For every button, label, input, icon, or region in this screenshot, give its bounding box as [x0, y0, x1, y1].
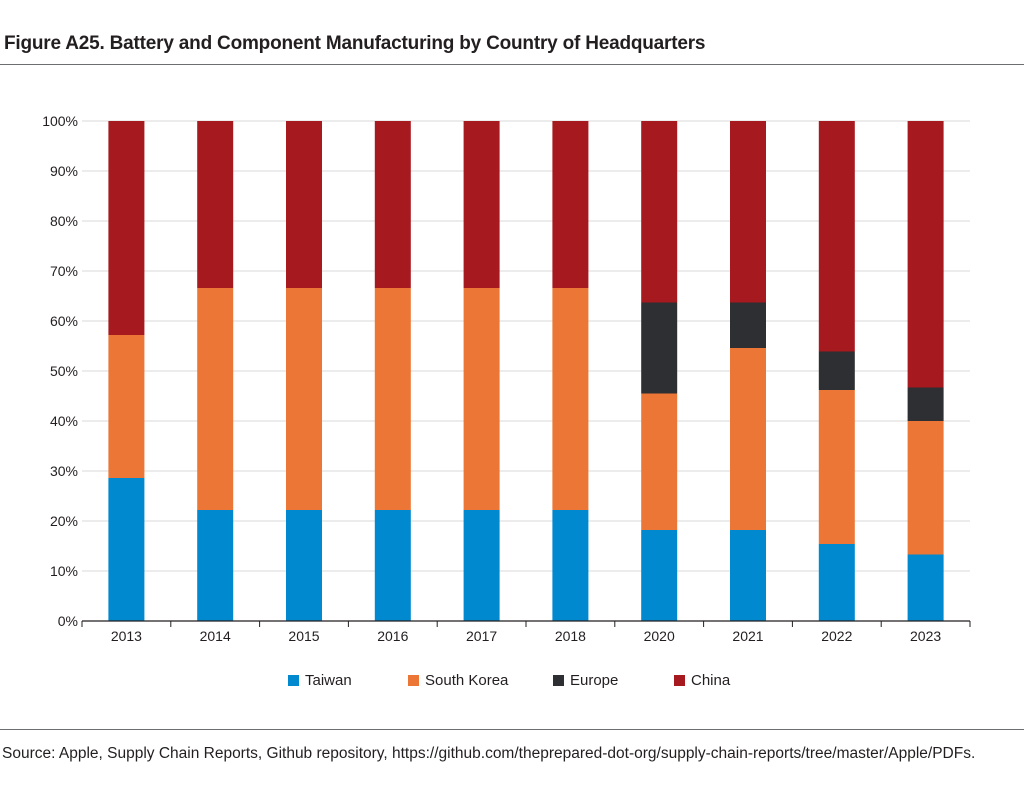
bar-taiwan-2015	[286, 510, 322, 621]
stacked-bar-chart: 0%10%20%30%40%50%60%70%80%90%100% 2013 20…	[42, 113, 971, 644]
legend-label: Europe	[570, 672, 619, 689]
y-tick-label: 50%	[50, 363, 78, 379]
bar-taiwan-2017	[463, 510, 500, 621]
bar-south-korea-2021	[730, 348, 766, 530]
x-tick-label: 2023	[910, 628, 941, 644]
x-tick-label: 2015	[288, 628, 319, 644]
bar-europe-2022	[818, 351, 855, 390]
y-tick-label: 20%	[50, 513, 78, 529]
bar-south-korea-2016	[374, 288, 411, 510]
legend-swatch	[288, 675, 299, 686]
legend-item-china: China	[674, 672, 730, 689]
bar-china-2022	[818, 121, 855, 352]
legend-item-europe: Europe	[553, 672, 618, 689]
legend-item-south-korea: South Korea	[408, 672, 508, 689]
legend-swatch	[553, 675, 564, 686]
bar-china-2018	[552, 121, 589, 288]
x-tick-label: 2014	[200, 628, 231, 644]
y-tick-label: 10%	[50, 563, 78, 579]
bar-china-2016	[374, 121, 411, 288]
bar-china-2015	[286, 121, 322, 288]
bar-taiwan-2023	[907, 554, 944, 621]
x-tick-label: 2022	[821, 628, 852, 644]
bar-europe-2021	[730, 302, 766, 348]
bar-taiwan-2013	[108, 478, 145, 621]
bar-china-2023	[907, 121, 944, 388]
legend-item-taiwan: Taiwan	[288, 672, 352, 689]
legend-label: South Korea	[425, 672, 509, 689]
bar-taiwan-2020	[641, 530, 678, 621]
bar-taiwan-2016	[374, 510, 411, 621]
bar-south-korea-2015	[286, 288, 322, 510]
bar-taiwan-2022	[818, 544, 855, 621]
source-rule	[0, 729, 1024, 730]
x-tick-label: 2020	[644, 628, 675, 644]
bar-taiwan-2014	[197, 510, 234, 621]
y-tick-label: 90%	[50, 163, 78, 179]
bar-south-korea-2017	[463, 288, 500, 510]
y-tick-label: 100%	[42, 113, 78, 129]
bar-taiwan-2021	[730, 530, 766, 621]
legend-swatch	[674, 675, 685, 686]
bar-europe-2023	[907, 387, 944, 421]
x-tick-label: 2016	[377, 628, 408, 644]
legend-swatch	[408, 675, 419, 686]
bar-south-korea-2023	[907, 421, 944, 555]
axes	[81, 620, 971, 627]
x-tick-label: 2013	[111, 628, 142, 644]
bar-china-2021	[730, 121, 766, 303]
bar-south-korea-2018	[552, 288, 589, 510]
bar-south-korea-2013	[108, 335, 145, 478]
title-rule	[0, 64, 1024, 65]
x-tick-label: 2018	[555, 628, 586, 644]
bar-china-2017	[463, 121, 500, 288]
y-tick-label: 60%	[50, 313, 78, 329]
legend-label: Taiwan	[305, 672, 352, 689]
bar-china-2014	[197, 121, 234, 288]
bars	[108, 121, 944, 621]
y-tick-labels: 0% 10% 20% 30% 40% 50% 60% 70% 80% 90% 100%	[42, 113, 78, 629]
bar-china-2020	[641, 121, 678, 303]
legend: Taiwan South Korea Europe China	[0, 672, 1024, 694]
bar-south-korea-2014	[197, 288, 234, 510]
bar-south-korea-2020	[641, 393, 678, 530]
y-tick-label: 40%	[50, 413, 78, 429]
figure-title: Figure A25. Battery and Component Manufa…	[4, 33, 706, 54]
x-tick-labels: 2013 2014 2015 2016 2017 2018 2020 2021 2022 2023	[111, 628, 942, 644]
y-tick-label: 70%	[50, 263, 78, 279]
bar-europe-2020	[641, 302, 678, 394]
x-tick-label: 2021	[732, 628, 763, 644]
y-tick-label: 30%	[50, 463, 78, 479]
bar-china-2013	[108, 121, 145, 335]
legend-label: China	[691, 672, 731, 689]
source-note: Source: Apple, Supply Chain Reports, Git…	[2, 745, 976, 762]
y-tick-label: 0%	[58, 613, 78, 629]
x-tick-label: 2017	[466, 628, 497, 644]
bar-taiwan-2018	[552, 510, 589, 621]
y-tick-label: 80%	[50, 213, 78, 229]
bar-south-korea-2022	[818, 390, 855, 544]
